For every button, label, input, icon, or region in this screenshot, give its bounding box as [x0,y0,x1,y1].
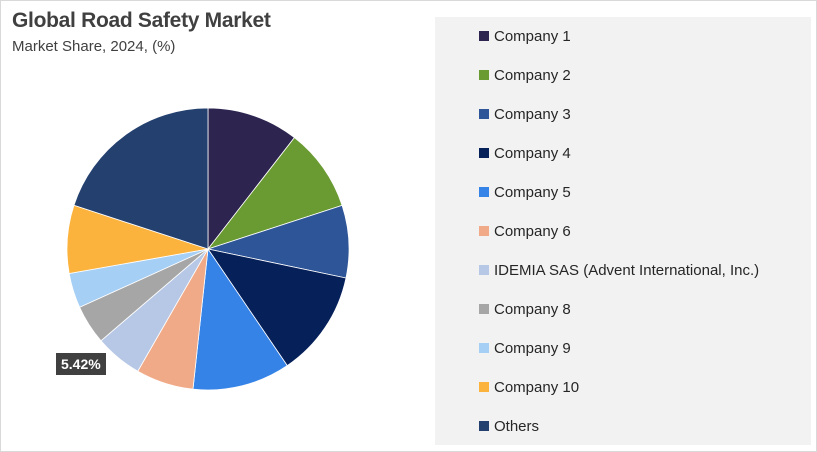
legend-item: IDEMIA SAS (Advent International, Inc.) [479,260,759,280]
data-label-idemia: 5.42% [56,353,106,375]
pie-slice-11 [73,107,209,250]
legend-label: Company 3 [494,105,571,123]
legend-item: Company 1 [479,26,571,46]
legend-label: Company 6 [494,222,571,240]
legend: Company 1 Company 2 Company 3 Company 4 Comp… [435,17,811,445]
legend-item: Company 3 [479,104,571,124]
legend-item: Company 5 [479,182,571,202]
legend-label: Company 8 [494,300,571,318]
legend-item: Company 8 [479,299,571,319]
legend-label: Company 5 [494,183,571,201]
legend-label: Company 4 [494,144,571,162]
chart-title: Global Road Safety Market [12,9,271,32]
legend-item: Company 6 [479,221,571,241]
legend-label: Others [494,417,540,435]
legend-swatch [479,31,489,41]
legend-swatch [479,382,489,392]
legend-swatch [479,109,489,119]
chart-subtitle: Market Share, 2024, (%) [12,38,176,55]
legend-swatch [479,70,489,80]
legend-label: Company 10 [494,378,580,396]
legend-item: Others [479,416,539,436]
legend-label: Company 1 [494,27,571,45]
legend-swatch [479,421,489,431]
legend-swatch [479,304,489,314]
pie-chart [66,107,350,391]
pie-slice-5 [192,247,288,391]
legend-label: Company 2 [494,66,571,84]
legend-swatch [479,148,489,158]
pie-slice-2 [206,137,343,250]
legend-swatch [479,343,489,353]
legend-swatch [479,187,489,197]
legend-item: Company 4 [479,143,571,163]
pie-slice-1 [207,107,295,251]
legend-item: Company 10 [479,377,579,397]
pie-slice-4 [207,248,347,367]
legend-label: IDEMIA SAS (Advent International, Inc.) [494,261,760,279]
legend-swatch [479,226,489,236]
legend-item: Company 9 [479,338,571,358]
legend-label: Company 9 [494,339,571,357]
legend-item: Company 2 [479,65,571,85]
legend-swatch [479,265,489,275]
